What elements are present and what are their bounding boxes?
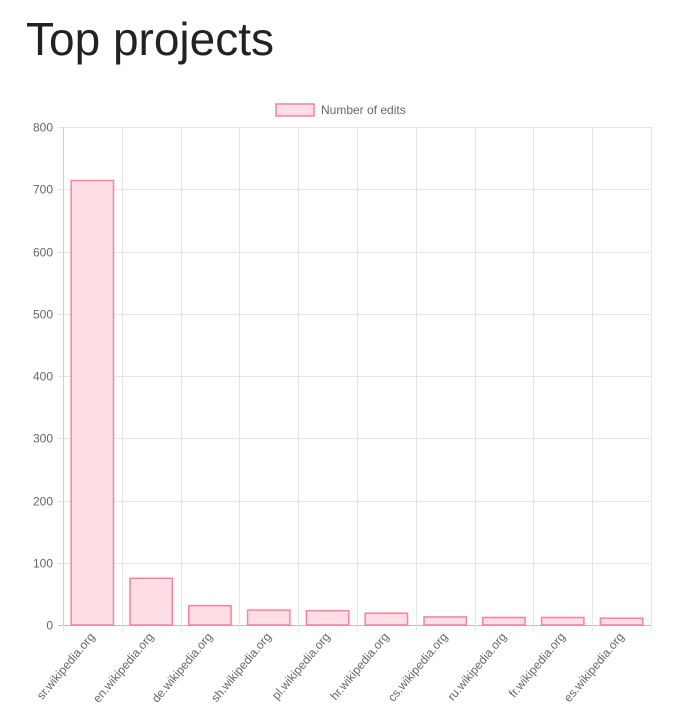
- bar-layer: [70, 179, 644, 626]
- bar-ru[interactable]: [482, 616, 526, 626]
- page-title: Top projects: [26, 13, 275, 65]
- bar-sh[interactable]: [246, 609, 291, 626]
- x-tick-label: cs.wikipedia.org: [385, 630, 451, 704]
- y-tick-label: 400: [33, 370, 53, 384]
- y-tick-label: 700: [33, 183, 53, 197]
- x-tick-label: sr.wikipedia.org: [34, 630, 98, 702]
- bar-en[interactable]: [129, 577, 174, 626]
- bar-pl[interactable]: [305, 609, 350, 626]
- y-tick-label: 500: [33, 308, 53, 322]
- x-tick-label: hr.wikipedia.org: [327, 630, 391, 703]
- grid-layer: [58, 127, 652, 631]
- y-tick-label: 300: [33, 432, 53, 446]
- bar-de[interactable]: [188, 604, 232, 626]
- y-tick-label: 800: [33, 121, 53, 135]
- bar-fr[interactable]: [540, 616, 585, 626]
- x-tick-label: pl.wikipedia.org: [269, 630, 333, 702]
- x-tick-label: ru.wikipedia.org: [445, 630, 510, 703]
- y-tick-label: 0: [46, 619, 53, 633]
- bar-sr[interactable]: [70, 179, 115, 626]
- y-tick-label: 200: [33, 495, 53, 509]
- y-tick-label: 100: [33, 557, 53, 571]
- bar-hr[interactable]: [364, 612, 409, 626]
- x-tick-label: en.wikipedia.org: [90, 630, 156, 705]
- y-tick-label: 600: [33, 246, 53, 260]
- bar-cs[interactable]: [423, 616, 468, 626]
- x-tick-label: es.wikipedia.org: [561, 630, 627, 705]
- x-tick-label: sh.wikipedia.org: [208, 630, 274, 705]
- legend[interactable]: Number of edits: [275, 103, 406, 117]
- bar-es[interactable]: [599, 617, 644, 626]
- x-tick-label: de.wikipedia.org: [149, 630, 215, 705]
- x-tick-label: fr.wikipedia.org: [506, 630, 568, 700]
- legend-swatch[interactable]: [275, 103, 315, 117]
- legend-label: Number of edits: [321, 103, 406, 117]
